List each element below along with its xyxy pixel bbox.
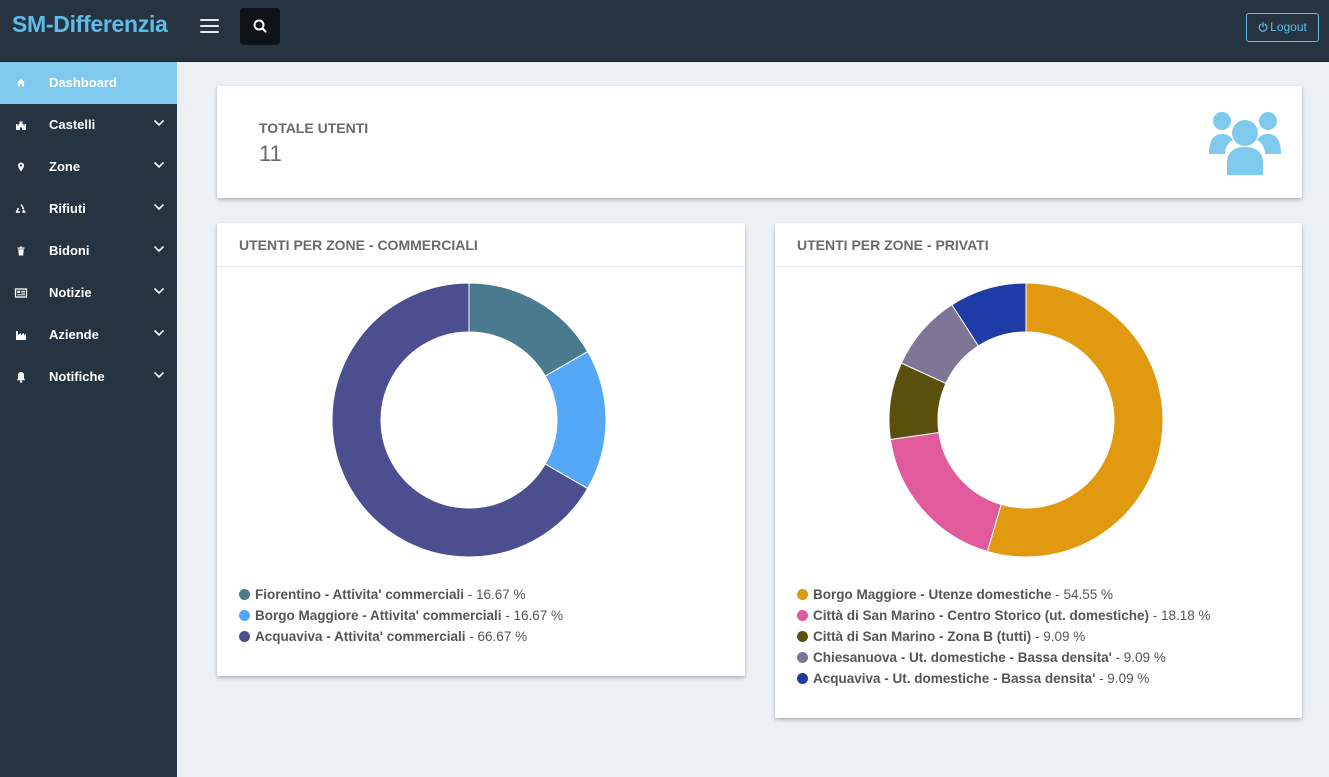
chart-legend: Borgo Maggiore - Utenze domestiche - 54.… — [797, 584, 1211, 689]
castle-icon — [16, 121, 26, 130]
legend-label: Acquaviva - Ut. domestiche - Bassa densi… — [813, 671, 1096, 686]
sidebar-item-label: Rifiuti — [49, 201, 86, 216]
sidebar-item-dashboard[interactable]: Dashboard — [0, 62, 177, 104]
chart-legend: Fiorentino - Attivita' commerciali - 16.… — [239, 584, 563, 647]
users-icon — [1209, 112, 1281, 175]
legend-item[interactable]: Città di San Marino - Zona B (tutti) - 9… — [797, 626, 1211, 647]
donut-slice-borgo-maggiore-attivita-commerciali[interactable] — [544, 350, 607, 490]
legend-percentage: - 9.09 % — [1031, 629, 1086, 644]
sidebar: Dashboard Castelli Zone Rifiuti Bidoni — [0, 62, 177, 777]
sidebar-item-label: Bidoni — [49, 243, 90, 258]
donut-slice-acquaviva-ut-domestiche-bassa-densita[interactable] — [951, 282, 1027, 347]
legend-item[interactable]: Chiesanuova - Ut. domestiche - Bassa den… — [797, 647, 1211, 668]
legend-label: Acquaviva - Attivita' commerciali — [255, 629, 466, 644]
search-button[interactable] — [240, 8, 280, 45]
sidebar-item-zone[interactable]: Zone — [0, 146, 177, 188]
recycle-icon — [15, 204, 26, 213]
legend-swatch — [797, 589, 808, 600]
legend-percentage: - 16.67 % — [501, 608, 564, 623]
logout-label: Logout — [1270, 20, 1307, 34]
home-icon — [17, 79, 25, 87]
donut-chart-commerciali — [331, 282, 607, 558]
chevron-down-icon — [153, 287, 165, 295]
donut-slice-citt-di-san-marino-centro-storico-ut-domestiche[interactable] — [889, 431, 1002, 553]
chevron-down-icon — [153, 329, 165, 337]
sidebar-item-bidoni[interactable]: Bidoni — [0, 230, 177, 272]
legend-percentage: - 9.09 % — [1111, 650, 1166, 665]
legend-swatch — [797, 652, 808, 663]
chevron-down-icon — [153, 371, 165, 379]
total-users-value: 11 — [259, 141, 282, 166]
legend-item[interactable]: Borgo Maggiore - Attivita' commerciali -… — [239, 605, 563, 626]
sidebar-item-label: Notifiche — [49, 369, 105, 384]
hamburger-menu-icon[interactable] — [196, 14, 226, 40]
sidebar-item-label: Aziende — [49, 327, 99, 342]
legend-percentage: - 54.55 % — [1051, 587, 1114, 602]
sidebar-item-label: Castelli — [49, 117, 96, 132]
legend-label: Città di San Marino - Zona B (tutti) — [813, 629, 1032, 644]
brand-logo[interactable]: SM-Differenzia — [12, 11, 168, 37]
legend-label: Borgo Maggiore - Utenze domestiche — [813, 587, 1052, 602]
chevron-down-icon — [153, 203, 165, 211]
legend-item[interactable]: Acquaviva - Attivita' commerciali - 66.6… — [239, 626, 563, 647]
sidebar-item-label: Notizie — [49, 285, 92, 300]
power-icon — [1258, 22, 1268, 32]
legend-item[interactable]: Fiorentino - Attivita' commerciali - 16.… — [239, 584, 563, 605]
sidebar-item-label: Dashboard — [49, 75, 117, 90]
legend-label: Città di San Marino - Centro Storico (ut… — [813, 608, 1150, 623]
chart-card-commerciali: UTENTI PER ZONE - COMMERCIALI Fiorentino… — [217, 223, 745, 676]
map-pin-icon — [18, 162, 24, 172]
sidebar-item-notizie[interactable]: Notizie — [0, 272, 177, 314]
legend-percentage: - 16.67 % — [464, 587, 526, 602]
donut-slice-acquaviva-attivita-commerciali[interactable] — [331, 282, 589, 558]
top-navbar: SM-Differenzia Logout — [0, 0, 1329, 62]
donut-slice-borgo-maggiore-utenze-domestiche[interactable] — [986, 282, 1164, 558]
legend-item[interactable]: Acquaviva - Ut. domestiche - Bassa densi… — [797, 668, 1211, 689]
chart-title: UTENTI PER ZONE - COMMERCIALI — [217, 223, 745, 267]
donut-chart-privati — [888, 282, 1164, 558]
legend-label: Chiesanuova - Ut. domestiche - Bassa den… — [813, 650, 1112, 665]
trash-icon — [17, 246, 25, 256]
legend-label: Fiorentino - Attivita' commerciali — [255, 587, 464, 602]
chevron-down-icon — [153, 161, 165, 169]
chevron-down-icon — [153, 245, 165, 253]
legend-item[interactable]: Borgo Maggiore - Utenze domestiche - 54.… — [797, 584, 1211, 605]
sidebar-item-label: Zone — [49, 159, 81, 174]
chevron-down-icon — [153, 119, 165, 127]
legend-swatch — [797, 610, 808, 621]
legend-percentage: - 66.67 % — [465, 629, 528, 644]
sidebar-item-notifiche[interactable]: Notifiche — [0, 356, 177, 398]
legend-item[interactable]: Città di San Marino - Centro Storico (ut… — [797, 605, 1211, 626]
search-icon — [253, 19, 267, 33]
sidebar-item-castelli[interactable]: Castelli — [0, 104, 177, 146]
sidebar-item-aziende[interactable]: Aziende — [0, 314, 177, 356]
logout-button[interactable]: Logout — [1246, 13, 1319, 42]
legend-swatch — [239, 589, 250, 600]
total-users-label: TOTALE UTENTI — [259, 120, 369, 136]
chart-card-privati: UTENTI PER ZONE - PRIVATI Borgo Maggiore… — [775, 223, 1302, 718]
chart-title: UTENTI PER ZONE - PRIVATI — [775, 223, 1302, 267]
legend-percentage: - 9.09 % — [1095, 671, 1150, 686]
industry-icon — [16, 331, 26, 340]
bell-icon — [16, 372, 26, 383]
legend-percentage: - 18.18 % — [1149, 608, 1211, 623]
sidebar-item-rifiuti[interactable]: Rifiuti — [0, 188, 177, 230]
legend-swatch — [239, 610, 250, 621]
total-users-card: TOTALE UTENTI 11 — [217, 86, 1302, 198]
legend-label: Borgo Maggiore - Attivita' commerciali — [255, 608, 502, 623]
legend-swatch — [797, 673, 808, 684]
newspaper-icon — [14, 288, 28, 298]
legend-swatch — [239, 631, 250, 642]
legend-swatch — [797, 631, 808, 642]
